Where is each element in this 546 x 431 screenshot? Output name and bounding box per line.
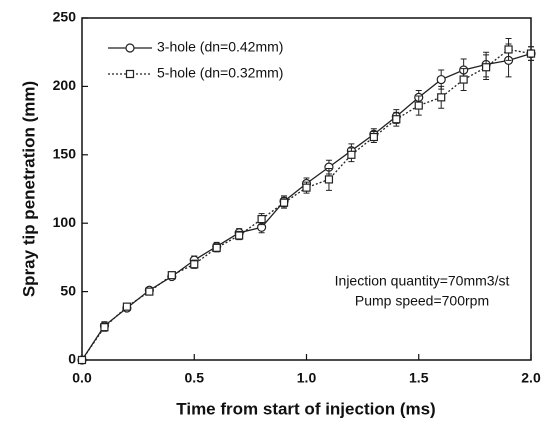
y-tick-label: 50	[60, 282, 76, 298]
series-line	[81, 52, 532, 361]
marker	[122, 302, 132, 311]
x-tick-label: 0.0	[72, 370, 92, 386]
marker	[414, 101, 423, 110]
marker	[145, 287, 154, 296]
marker	[279, 198, 289, 207]
annotation: Injection quantity=70mm3/st	[335, 273, 510, 289]
marker	[392, 115, 401, 124]
y-tick-label: 100	[53, 214, 77, 230]
legend-label: 3-hole (dn=0.42mm)	[157, 39, 283, 55]
marker	[257, 214, 266, 224]
marker	[212, 243, 221, 252]
y-axis-label: Spray tip penetration (mm)	[19, 81, 38, 297]
legend-marker	[125, 69, 135, 79]
marker	[437, 93, 446, 102]
y-tick-label: 0	[68, 351, 76, 367]
marker	[436, 74, 446, 85]
x-tick-label: 1.0	[297, 370, 317, 386]
x-tick-label: 0.5	[185, 370, 205, 386]
legend-marker	[125, 43, 135, 53]
marker	[235, 231, 244, 240]
x-tick-label: 2.0	[521, 370, 541, 386]
marker	[504, 45, 513, 54]
legend-label: 5-hole (dn=0.32mm)	[157, 65, 283, 81]
marker	[369, 132, 378, 142]
marker	[302, 183, 311, 192]
marker	[77, 355, 87, 365]
marker	[167, 271, 176, 280]
x-axis-label: Time from start of injection (ms)	[176, 399, 435, 418]
marker	[526, 49, 536, 58]
marker	[482, 63, 491, 72]
annotation: Pump speed=700rpm	[355, 293, 489, 309]
marker	[347, 150, 356, 159]
marker	[459, 75, 468, 84]
series-line	[81, 48, 532, 361]
y-tick-label: 200	[53, 77, 77, 93]
marker	[100, 323, 109, 332]
marker	[324, 175, 334, 184]
y-tick-label: 250	[53, 9, 77, 25]
y-tick-label: 150	[53, 146, 77, 162]
marker	[190, 260, 199, 269]
x-tick-label: 1.5	[409, 370, 429, 386]
